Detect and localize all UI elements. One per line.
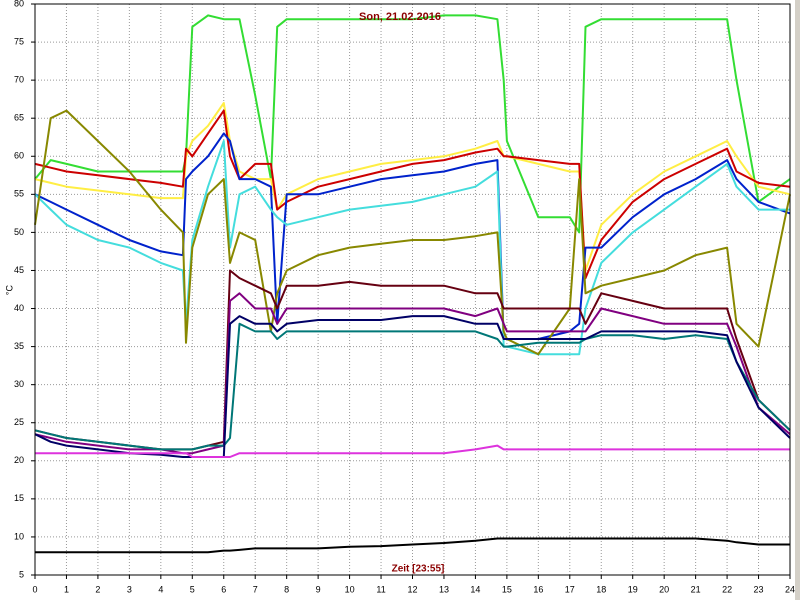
x-tick-label: 2 [95,584,100,594]
y-tick-label: 80 [14,0,24,8]
y-tick-label: 45 [14,265,24,275]
x-tick-label: 14 [470,584,480,594]
x-tick-label: 19 [628,584,638,594]
series-line [34,109,791,280]
x-tick-label: 11 [376,584,385,594]
series-line [34,315,791,458]
x-tick-label: 20 [659,584,669,594]
y-tick-label: 5 [19,569,24,579]
x-tick-label: 16 [533,584,543,594]
y-axis-label: °C [4,284,14,295]
x-tick-label: 3 [127,584,132,594]
y-tick-label: 30 [14,379,24,389]
x-tick-label: 9 [316,584,321,594]
series-line [34,109,791,356]
y-tick-label: 35 [14,341,24,351]
x-tick-label: 22 [722,584,732,594]
x-tick-label: 24 [785,584,795,594]
y-tick-label: 20 [14,455,24,465]
x-tick-label: 4 [158,584,163,594]
x-tick-label: 12 [407,584,417,594]
x-tick-label: 10 [345,584,355,594]
series-line [35,444,790,458]
plot-frame [34,3,791,576]
y-tick-label: 55 [14,189,24,199]
y-tick-label: 10 [14,531,24,541]
y-tick-label: 50 [14,227,24,237]
x-tick-label: 5 [190,584,195,594]
x-tick-label: 7 [253,584,258,594]
x-tick-label: 13 [439,584,449,594]
series-line [34,102,791,272]
y-tick-label: 25 [14,417,24,427]
plot [34,14,791,554]
y-tick-label: 15 [14,493,24,503]
y-tick-label: 60 [14,151,24,161]
x-tick-label: 17 [565,584,575,594]
series-line [34,322,791,451]
x-tick-label: 0 [32,584,37,594]
y-tick-label: 75 [14,36,24,46]
x-tick-label: 6 [221,584,226,594]
chart-title: Son, 21.02.2016 [359,11,441,23]
y-tick-label: 70 [14,75,24,85]
x-tick-label: 23 [754,584,764,594]
x-tick-label: 8 [284,584,289,594]
grid [31,3,791,579]
y-tick-label: 65 [14,113,24,123]
x-tick-label: 21 [691,584,701,594]
y-tick-label: 40 [14,303,24,313]
x-axis-label: Zeit [23:55] [392,564,445,575]
window-edge [795,0,800,600]
series-line [35,537,790,554]
x-tick-label: 1 [64,584,69,594]
x-tick-label: 15 [502,584,512,594]
x-tick-label: 18 [596,584,606,594]
